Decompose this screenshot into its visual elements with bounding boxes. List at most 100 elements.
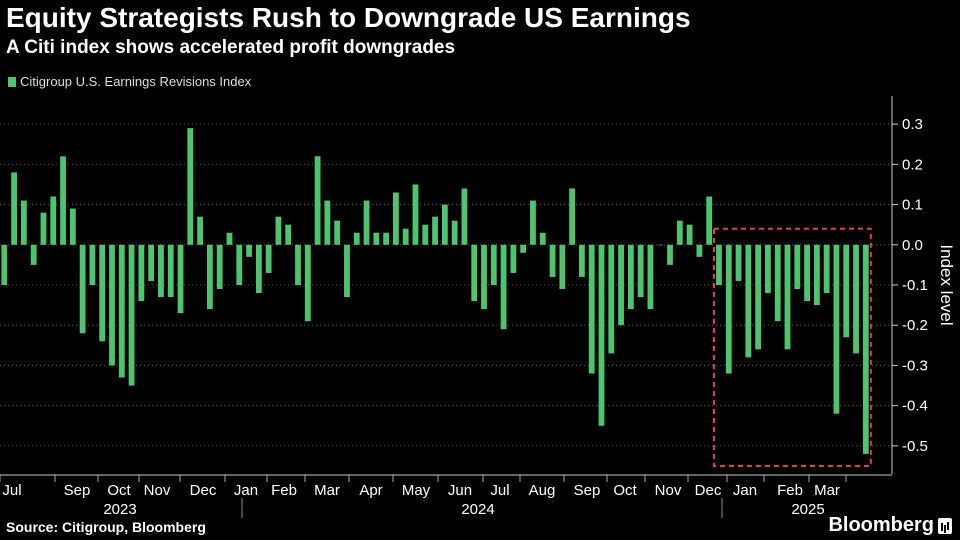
bar xyxy=(794,244,801,290)
bar xyxy=(765,244,771,294)
bar xyxy=(500,244,507,330)
bar xyxy=(774,244,781,322)
x-tick-label: Sep xyxy=(64,482,91,499)
bar xyxy=(158,244,164,298)
bar xyxy=(853,244,859,354)
bar xyxy=(755,244,762,350)
y-tick-label: 0.3 xyxy=(902,116,923,133)
bar xyxy=(559,244,566,290)
bar xyxy=(216,244,223,290)
bar xyxy=(657,244,664,246)
bar xyxy=(862,244,869,454)
bar xyxy=(843,244,850,338)
x-tick-label: Nov xyxy=(144,482,171,499)
bar xyxy=(50,196,57,245)
bar xyxy=(128,244,135,386)
bar xyxy=(167,244,174,298)
x-tick-label: Sep xyxy=(574,482,601,499)
bar xyxy=(608,244,615,354)
bar xyxy=(118,244,125,378)
bar xyxy=(304,244,311,322)
brand-name: Bloomberg xyxy=(828,514,934,536)
bar xyxy=(402,228,409,245)
bar xyxy=(363,200,370,245)
bar xyxy=(490,244,497,285)
x-tick-label: Jan xyxy=(234,482,258,499)
bar xyxy=(353,232,360,245)
y-tick-label: 0.0 xyxy=(902,237,923,254)
bar xyxy=(206,244,213,310)
bar xyxy=(471,244,478,302)
bar xyxy=(804,244,810,302)
bar xyxy=(1,244,8,285)
chart-subtitle: A Citi index shows accelerated profit do… xyxy=(6,37,456,58)
bar xyxy=(579,244,585,277)
bar xyxy=(481,244,487,310)
bar xyxy=(109,244,115,366)
bar xyxy=(265,244,272,273)
bar xyxy=(745,244,752,358)
bar xyxy=(530,200,536,245)
bar xyxy=(598,244,605,426)
bar xyxy=(686,224,693,245)
bar xyxy=(275,216,282,245)
y-tick-label: 0.2 xyxy=(902,156,923,173)
x-tick-label: Oct xyxy=(613,482,637,499)
bar xyxy=(706,196,713,245)
bar xyxy=(197,216,203,245)
bar xyxy=(226,232,233,245)
bar xyxy=(569,188,576,245)
bar xyxy=(618,244,624,326)
x-tick-label: Feb xyxy=(777,482,803,499)
x-tick-label: Jul xyxy=(2,482,21,499)
legend: Citigroup U.S. Earnings Revisions Index xyxy=(8,74,251,89)
bar xyxy=(79,244,86,334)
x-tick-label: Oct xyxy=(107,482,131,499)
y-tick-label: -0.3 xyxy=(902,357,928,374)
highlight-box xyxy=(712,227,872,467)
legend-swatch xyxy=(8,76,16,87)
bar xyxy=(148,244,155,281)
bar xyxy=(40,212,47,245)
bar xyxy=(89,244,96,285)
bar xyxy=(314,156,321,245)
bar xyxy=(236,244,243,285)
bar xyxy=(324,200,331,245)
bar xyxy=(823,244,830,294)
y-tick-label: 0.1 xyxy=(902,197,923,214)
y-tick-label: -0.5 xyxy=(902,438,928,455)
bar xyxy=(422,224,429,245)
bar xyxy=(177,244,184,314)
bar xyxy=(20,200,27,245)
x-tick-label: Aug xyxy=(529,482,556,499)
bar xyxy=(539,232,546,245)
x-tick-label: Jun xyxy=(448,482,472,499)
bar xyxy=(716,244,722,285)
bar xyxy=(383,232,390,245)
x-tick-label: Dec xyxy=(190,482,217,499)
y-tick-label: -0.1 xyxy=(902,277,928,294)
bar xyxy=(637,244,644,298)
bar xyxy=(138,244,145,302)
bar xyxy=(246,244,252,257)
year-label: 2023 xyxy=(103,501,136,518)
x-tick-label: Jan xyxy=(733,482,757,499)
x-tick-label: Mar xyxy=(314,482,340,499)
bar xyxy=(627,244,634,310)
x-tick-label: Jul xyxy=(490,482,509,499)
bar xyxy=(432,216,438,245)
bar xyxy=(393,192,399,245)
y-tick-label: -0.2 xyxy=(902,317,928,334)
bar xyxy=(441,204,448,245)
year-label: 2024 xyxy=(461,501,494,518)
bar xyxy=(676,220,683,245)
bar xyxy=(696,244,703,257)
bar xyxy=(510,244,517,273)
x-tick-label: Nov xyxy=(655,482,682,499)
bar xyxy=(30,244,37,265)
bar xyxy=(735,244,742,281)
bar xyxy=(69,208,76,245)
bar xyxy=(255,244,262,294)
bar xyxy=(813,244,820,306)
